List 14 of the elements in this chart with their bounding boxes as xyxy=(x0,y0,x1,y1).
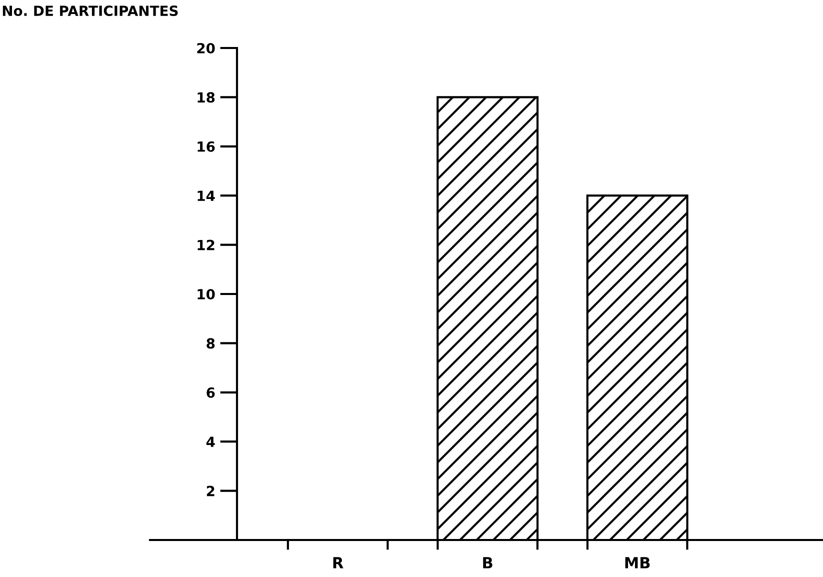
x-tick-label: R xyxy=(333,557,344,568)
y-tick-label: 6 xyxy=(206,387,215,398)
y-tick-label: 14 xyxy=(198,190,215,201)
y-tick-label: 18 xyxy=(198,92,215,103)
y-axis-title: No. DE PARTICIPANTES xyxy=(2,6,178,16)
y-tick-label: 2 xyxy=(206,486,214,496)
y-tick-label: 16 xyxy=(198,141,215,152)
y-tick-label: 4 xyxy=(206,436,215,447)
y-tick-label: 8 xyxy=(206,338,215,349)
y-tick-label: 20 xyxy=(197,42,215,54)
x-tick-label: B xyxy=(483,557,492,568)
x-tick-label: MB xyxy=(625,557,650,568)
y-tick-label: 12 xyxy=(198,240,214,250)
y-tick-label: 10 xyxy=(198,288,215,300)
